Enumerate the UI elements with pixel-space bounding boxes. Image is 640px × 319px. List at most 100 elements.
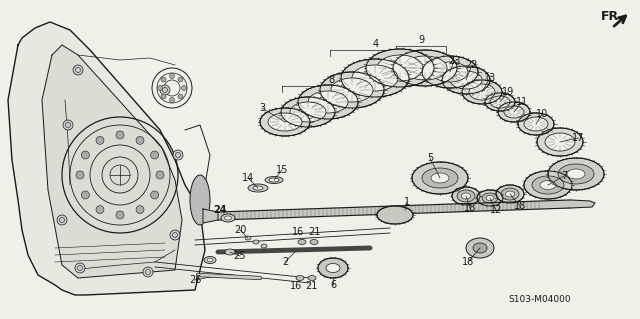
Ellipse shape bbox=[477, 190, 503, 206]
Ellipse shape bbox=[548, 158, 604, 190]
Ellipse shape bbox=[524, 171, 572, 199]
Circle shape bbox=[63, 120, 73, 130]
Circle shape bbox=[170, 230, 180, 240]
Ellipse shape bbox=[498, 102, 530, 122]
Ellipse shape bbox=[490, 96, 510, 108]
Ellipse shape bbox=[341, 59, 409, 97]
Ellipse shape bbox=[366, 49, 434, 87]
Text: 6: 6 bbox=[330, 280, 336, 290]
Text: 25: 25 bbox=[234, 251, 246, 261]
Text: S103-M04000: S103-M04000 bbox=[508, 295, 571, 304]
Ellipse shape bbox=[221, 214, 235, 222]
Text: 12: 12 bbox=[490, 205, 502, 215]
Text: 9: 9 bbox=[418, 35, 424, 45]
Ellipse shape bbox=[403, 56, 447, 80]
Ellipse shape bbox=[504, 106, 524, 118]
Ellipse shape bbox=[506, 191, 515, 197]
Ellipse shape bbox=[482, 193, 498, 203]
Ellipse shape bbox=[457, 190, 475, 202]
Ellipse shape bbox=[318, 258, 348, 278]
Text: 4: 4 bbox=[373, 39, 379, 49]
Text: 18: 18 bbox=[462, 257, 474, 267]
Ellipse shape bbox=[261, 244, 267, 248]
Polygon shape bbox=[218, 200, 570, 220]
Text: 5: 5 bbox=[427, 153, 433, 163]
Circle shape bbox=[170, 73, 175, 78]
Circle shape bbox=[150, 151, 159, 159]
Circle shape bbox=[116, 131, 124, 139]
Text: 15: 15 bbox=[276, 165, 288, 175]
Circle shape bbox=[156, 171, 164, 179]
Ellipse shape bbox=[393, 50, 457, 86]
Text: 16: 16 bbox=[292, 227, 304, 237]
Text: FR.: FR. bbox=[601, 10, 624, 23]
Ellipse shape bbox=[524, 117, 548, 131]
Ellipse shape bbox=[225, 216, 232, 220]
Circle shape bbox=[76, 171, 84, 179]
Ellipse shape bbox=[253, 186, 263, 190]
Ellipse shape bbox=[190, 175, 210, 225]
Ellipse shape bbox=[540, 181, 556, 189]
Text: 7: 7 bbox=[561, 171, 567, 181]
Circle shape bbox=[73, 65, 83, 75]
Ellipse shape bbox=[331, 78, 373, 102]
Ellipse shape bbox=[558, 164, 594, 184]
Circle shape bbox=[96, 136, 104, 145]
Ellipse shape bbox=[308, 91, 348, 113]
Circle shape bbox=[57, 215, 67, 225]
Ellipse shape bbox=[265, 176, 283, 183]
Ellipse shape bbox=[352, 65, 398, 91]
Circle shape bbox=[182, 85, 186, 91]
Circle shape bbox=[161, 77, 166, 82]
Ellipse shape bbox=[204, 256, 216, 263]
Ellipse shape bbox=[422, 168, 458, 188]
Ellipse shape bbox=[377, 55, 423, 81]
Ellipse shape bbox=[452, 187, 480, 205]
Ellipse shape bbox=[245, 236, 251, 240]
Ellipse shape bbox=[326, 263, 340, 272]
Ellipse shape bbox=[501, 188, 519, 200]
Circle shape bbox=[178, 94, 183, 99]
Text: 8: 8 bbox=[328, 75, 334, 85]
Circle shape bbox=[143, 267, 153, 277]
Text: 18: 18 bbox=[514, 201, 526, 211]
Ellipse shape bbox=[518, 113, 554, 135]
Ellipse shape bbox=[431, 173, 449, 183]
Text: 16: 16 bbox=[290, 281, 302, 291]
Polygon shape bbox=[42, 45, 182, 278]
Circle shape bbox=[96, 206, 104, 214]
Text: 21: 21 bbox=[305, 281, 317, 291]
Text: 3: 3 bbox=[259, 103, 265, 113]
Circle shape bbox=[157, 85, 163, 91]
Ellipse shape bbox=[442, 66, 490, 94]
Ellipse shape bbox=[461, 193, 470, 199]
Ellipse shape bbox=[432, 62, 468, 82]
Text: 22: 22 bbox=[466, 60, 478, 70]
Circle shape bbox=[75, 263, 85, 273]
Circle shape bbox=[160, 85, 170, 95]
Ellipse shape bbox=[486, 196, 494, 201]
Text: 11: 11 bbox=[516, 97, 528, 107]
Ellipse shape bbox=[377, 206, 413, 224]
Ellipse shape bbox=[268, 113, 302, 131]
Ellipse shape bbox=[537, 128, 583, 156]
Ellipse shape bbox=[310, 240, 318, 244]
Circle shape bbox=[136, 206, 144, 214]
Text: 10: 10 bbox=[536, 109, 548, 119]
Text: 20: 20 bbox=[234, 225, 246, 235]
Ellipse shape bbox=[298, 240, 306, 244]
Text: 24: 24 bbox=[213, 205, 227, 215]
Ellipse shape bbox=[298, 85, 358, 119]
Circle shape bbox=[178, 77, 183, 82]
Ellipse shape bbox=[545, 133, 575, 151]
Ellipse shape bbox=[496, 185, 524, 203]
Ellipse shape bbox=[469, 84, 495, 100]
Ellipse shape bbox=[422, 56, 478, 88]
Ellipse shape bbox=[462, 80, 502, 104]
Text: 13: 13 bbox=[484, 73, 496, 83]
Circle shape bbox=[173, 150, 183, 160]
Polygon shape bbox=[570, 200, 595, 208]
Text: 23: 23 bbox=[448, 56, 460, 66]
Text: 26: 26 bbox=[189, 275, 201, 285]
Circle shape bbox=[161, 94, 166, 99]
